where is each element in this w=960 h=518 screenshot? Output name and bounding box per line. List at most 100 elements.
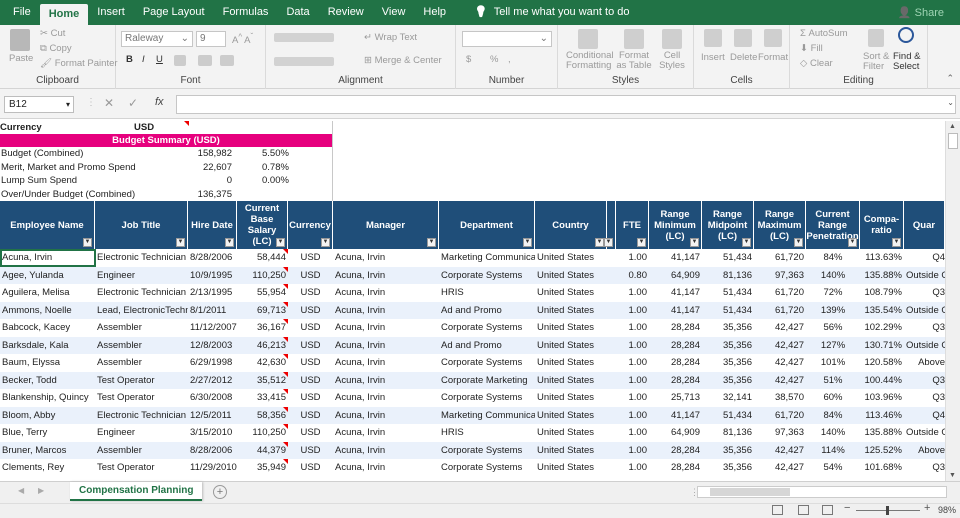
cell-base-salary[interactable]: 35,512 [237,371,288,389]
cell-compa-ratio[interactable]: 135.88% [864,427,902,438]
cell-job-title[interactable]: Electronic Technician [97,287,187,298]
cell-job-title[interactable]: Test Operator [97,392,155,403]
filter-dropdown-icon[interactable]: ▼ [848,238,857,247]
grow-font-button[interactable]: A^ Aˇ [232,32,254,47]
cell-quartile[interactable]: Outside O [906,304,945,316]
cell-range-max[interactable]: 42,427 [774,339,804,351]
cell-range-min[interactable]: 28,284 [670,339,700,351]
zoom-out-button[interactable]: − [844,502,851,514]
cell-department[interactable]: Corporate Systems [441,444,523,456]
cell-job-title[interactable]: Lead, ElectronicTechni [97,304,188,316]
cell-range-mid[interactable]: 35,356 [722,322,752,333]
cell-country[interactable]: United States [537,287,595,298]
cell-job-title[interactable]: Electronic Technician [97,409,187,421]
cell-range-max[interactable]: 42,427 [774,322,804,333]
cell-department[interactable]: Corporate Systems [441,462,523,473]
fill-color-icon[interactable] [198,55,212,66]
cell-range-min[interactable]: 25,713 [670,392,700,403]
cell-range-min[interactable]: 41,147 [670,409,700,421]
sheet-tab-compensation-planning[interactable]: Compensation Planning [70,482,203,501]
cell-currency[interactable]: USD [300,462,321,473]
cell-job-title[interactable]: Assembler [97,322,142,333]
clear-button[interactable]: ◇ Clear [800,58,833,69]
tab-file[interactable]: File [13,6,31,18]
summary-value[interactable]: 136,375 [197,188,232,200]
cell-compa-ratio[interactable]: 135.54% [864,304,902,316]
cell-range-max[interactable]: 61,720 [774,252,804,263]
cell-department[interactable]: Corporate Systems [441,392,523,403]
font-color-icon[interactable] [220,55,234,66]
insert-function-button[interactable]: fx [155,96,164,108]
cell-hire-date[interactable]: 6/30/2008 [190,392,233,403]
filter-dropdown-icon[interactable]: ▼ [523,238,532,247]
cell-hire-date[interactable]: 8/28/2006 [190,252,233,263]
formula-input[interactable] [176,95,956,114]
tab-home[interactable]: Home [39,4,89,25]
cell-range-mid[interactable]: 81,136 [722,269,752,281]
prev-sheet-icon[interactable]: ◀ [18,486,25,495]
comma-format-button[interactable]: , [508,54,511,65]
cell-country[interactable]: United States [537,462,595,473]
cell-base-salary[interactable]: 44,379 [237,441,288,459]
cell-quartile[interactable]: Q4 [932,409,945,421]
cell-quartile[interactable]: Outside O [906,269,945,281]
cell-job-title[interactable]: Assembler [97,357,142,368]
spreadsheet-grid[interactable]: Currency USD Budget Summary (USD) Budget… [0,121,945,481]
cell-range-max[interactable]: 61,720 [774,304,804,316]
cell-fte[interactable]: 1.00 [628,287,648,298]
cell-currency[interactable]: USD [300,339,321,351]
cell-department[interactable]: Ad and Promo [441,339,502,351]
page-break-view-icon[interactable] [822,505,833,515]
normal-view-icon[interactable] [772,505,783,515]
cell-employee-name[interactable]: Blankenship, Quincy [2,392,89,403]
cell-range-mid[interactable]: 35,356 [722,462,752,473]
cell-range-mid[interactable]: 35,356 [722,357,752,368]
summary-value[interactable]: 158,982 [197,148,232,159]
cell-fte[interactable]: 0.80 [628,269,648,281]
wrap-text-button[interactable]: ↵ Wrap Text [364,32,418,43]
cell-range-penetration[interactable]: 60% [823,392,843,403]
cell-range-max[interactable]: 42,427 [774,444,804,456]
tab-view[interactable]: View [381,6,406,18]
cell-job-title[interactable]: Assembler [97,339,142,351]
cell-country[interactable]: United States [537,444,595,456]
cell-department[interactable]: Corporate Systems [441,269,523,281]
cell-base-salary[interactable]: 110,250 [237,424,288,441]
cell-manager[interactable]: Acuna, Irvin [335,392,386,403]
cut-button[interactable]: ✂ Cut [40,28,66,39]
cell-base-salary[interactable]: 55,954 [237,284,288,301]
number-format-select[interactable]: ⌄ [462,31,552,47]
align-top-icons[interactable] [274,33,334,42]
cell-department[interactable]: Corporate Systems [441,322,523,333]
zoom-in-button[interactable]: + [924,502,931,514]
cell-manager[interactable]: Acuna, Irvin [335,339,386,351]
cell-manager[interactable]: Acuna, Irvin [335,269,386,281]
share-button[interactable]: 👤 Share [898,6,944,19]
delete-cells-button[interactable]: Delete [730,52,758,63]
cell-base-salary[interactable]: 42,630 [237,354,288,371]
currency-format-button[interactable]: $ [466,54,472,65]
cell-range-mid[interactable]: 51,434 [722,409,752,421]
filter-dropdown-icon[interactable]: ▼ [604,238,613,247]
percent-format-button[interactable]: % [490,54,499,65]
cell-employee-name[interactable]: Bloom, Abby [2,409,56,421]
summary-value[interactable]: 22,607 [202,161,232,173]
cell-base-salary[interactable]: 33,415 [237,389,288,406]
cell-range-penetration[interactable]: 84% [823,409,843,421]
cell-range-max[interactable]: 97,363 [774,427,804,438]
cell-base-salary[interactable]: 36,167 [237,319,288,336]
scroll-up-icon[interactable]: ▲ [949,123,956,130]
cell-job-title[interactable]: Electronic Technician [97,252,187,263]
cell-base-salary[interactable]: 58,444 [237,249,288,266]
cell-fte[interactable]: 1.00 [628,322,648,333]
cell-manager[interactable]: Acuna, Irvin [335,304,386,316]
merge-center-button[interactable]: ⊞ Merge & Center [364,55,442,66]
cell-currency[interactable]: USD [300,427,321,438]
cell-department[interactable]: HRIS [441,427,464,438]
cell-manager[interactable]: Acuna, Irvin [335,444,386,456]
cell-hire-date[interactable]: 11/12/2007 [190,322,237,333]
summary-percent[interactable]: 5.50% [262,148,289,159]
cell-compa-ratio[interactable]: 101.68% [864,462,902,473]
cell-range-penetration[interactable]: 84% [823,252,843,263]
cell-styles-button[interactable]: Cell Styles [659,50,685,71]
